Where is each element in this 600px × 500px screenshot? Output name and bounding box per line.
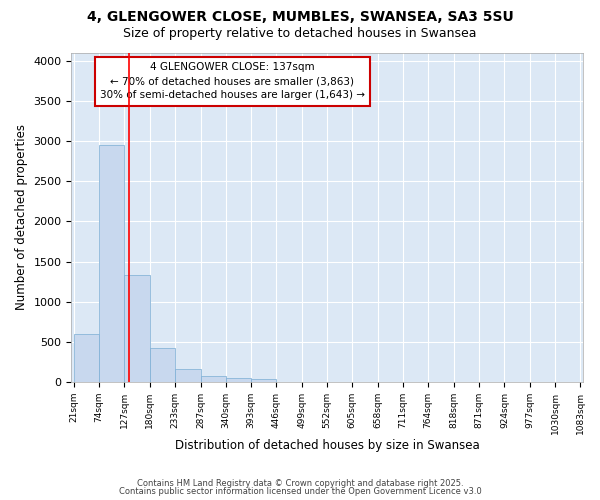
Bar (200, 376, 226, 382)
Text: Contains HM Land Registry data © Crown copyright and database right 2025.: Contains HM Land Registry data © Crown c… (137, 478, 463, 488)
Bar (99, 145, 124, 382)
Text: 4, GLENGOWER CLOSE, MUMBLES, SWANSEA, SA3 5SU: 4, GLENGOWER CLOSE, MUMBLES, SWANSEA, SA… (86, 10, 514, 24)
Bar (226, 378, 251, 382)
Y-axis label: Number of detached properties: Number of detached properties (15, 124, 28, 310)
Text: 4 GLENGOWER CLOSE: 137sqm
← 70% of detached houses are smaller (3,863)
30% of se: 4 GLENGOWER CLOSE: 137sqm ← 70% of detac… (100, 62, 365, 100)
Text: Contains public sector information licensed under the Open Government Licence v3: Contains public sector information licen… (119, 487, 481, 496)
Bar (74, 334, 99, 382)
Text: Size of property relative to detached houses in Swansea: Size of property relative to detached ho… (123, 28, 477, 40)
Bar (149, 348, 175, 382)
X-axis label: Distribution of detached houses by size in Swansea: Distribution of detached houses by size … (175, 440, 479, 452)
Bar (175, 369, 200, 382)
Bar (251, 380, 277, 382)
Bar (124, 275, 149, 382)
